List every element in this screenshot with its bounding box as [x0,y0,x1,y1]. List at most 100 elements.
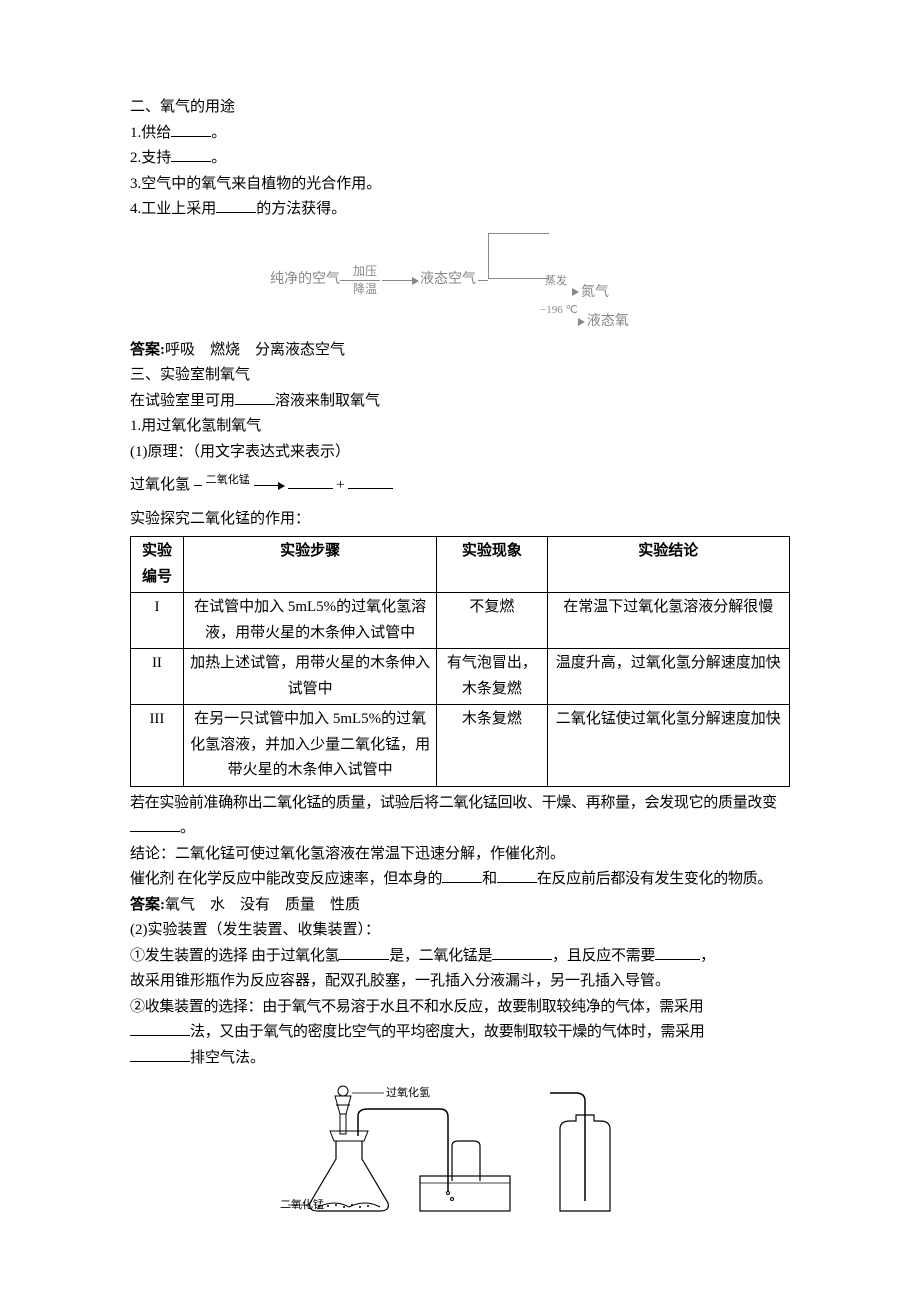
answers3-text: 氧气 水 没有 质量 性质 [165,897,360,913]
cell-id: I [131,593,184,649]
sec2-item4-suf: 的方法获得。 [256,201,346,217]
blank [288,473,333,489]
label-mno2: 二氧化锰 [280,1197,324,1211]
device-line2c: 排空气法。 [130,1046,790,1072]
eq-over: 二氧化锰 [202,471,254,490]
answers2: 答案:呼吸 燃烧 分离液态空气 [130,338,790,364]
cell-steps: 在另一只试管中加入 5mL5%的过氧化氢溶液，并加入少量二氧化锰，用带火星的木条… [183,705,436,787]
sec3-intro-suf: 溶液来制取氧气 [275,393,380,409]
blank [339,944,389,960]
cell-phenomenon: 不复燃 [437,593,547,649]
sec2-item1: 1.供给 。 [130,121,790,147]
section2-title: 二、氧气的用途 [130,95,790,121]
blank [130,1020,190,1036]
mass-question: 若在实验前准确称出二氧化锰的质量，试验后将二氧化锰回收、干燥、再称量，会发现它的… [130,791,790,842]
sec2-item2: 2.支持 。 [130,146,790,172]
d1-left: 纯净的空气 [270,270,340,290]
mass-suf: 。 [180,820,195,836]
answers2-label: 答案: [130,342,165,358]
device-line2a: ②收集装置的选择：由于氧气不易溶于水且不和水反应，故要制取较纯净的气体，需采用 [130,995,790,1021]
device-title: (2)实验装置（发生装置、收集装置）： [130,918,790,944]
exp-intro: 实验探究二氧化锰的作用： [130,507,790,533]
apparatus-diagram: 过氧化氢 二氧化锰 [280,1081,640,1231]
blank [497,867,537,883]
catalyst-def: 催化剂 在化学反应中能改变反应速率，但本身的 和 在反应前后都没有发生变化的物质。 [130,867,790,893]
blank [442,867,482,883]
blank [130,1046,190,1062]
d1-cond-top: 加压 [350,263,380,281]
arrow-right-icon [254,485,284,486]
table-row: III 在另一只试管中加入 5mL5%的过氧化氢溶液，并加入少量二氧化锰，用带火… [131,705,790,787]
eq-reactant: 过氧化氢 [130,477,190,493]
mass-pre: 若在实验前准确称出二氧化锰的质量，试验后将二氧化锰回收、干燥、再称量，会发现它的… [130,795,777,811]
cat-suf: 在反应前后都没有发生变化的物质。 [537,871,772,887]
blank [655,944,700,960]
device-line2b: 法，又由于氧气的密度比空气的平均密度大，故要制取较干燥的气体时，需采用 [130,1020,790,1046]
device-line1b: 故采用锥形瓶作为反应容器，配双孔胶塞，一孔插入分液漏斗，另一孔插入导管。 [130,969,790,995]
d1-cond: 加压 降温 [350,263,380,298]
air-separation-diagram: 纯净的空气 加压 降温 液态空气 蒸发 [270,229,790,332]
sec2-item4-pre: 4.工业上采用 [130,201,216,217]
blank [492,944,552,960]
sec2-item1-suf: 。 [211,125,226,141]
th-id: 实验编号 [131,537,184,593]
sec2-item3: 3.空气中的氧气来自植物的光合作用。 [130,172,790,198]
dev2-suf: 排空气法。 [190,1050,265,1066]
cell-conclusion: 二氧化锰使过氧化氢分解速度加快 [547,705,789,787]
dev1-suf: ， [700,948,715,964]
blank [171,121,211,137]
cell-phenomenon: 木条复燃 [437,705,547,787]
dev2-mid: 法，又由于氧气的密度比空气的平均密度大，故要制取较干燥的气体时，需采用 [190,1024,705,1040]
d1-topout: 氮气 [581,283,609,303]
sec2-item2-pre: 2.支持 [130,150,171,166]
th-conclusion: 实验结论 [547,537,789,593]
cell-conclusion: 温度升高，过氧化氢分解速度加快 [547,649,789,705]
arrow-right-icon [578,318,585,326]
table-row: I 在试管中加入 5mL5%的过氧化氢溶液，用带火星的木条伸入试管中 不复燃 在… [131,593,790,649]
cat-mid: 和 [482,871,497,887]
dev1-m2: ，且反应不需要 [552,948,655,964]
sec3-intro-pre: 在试验室里可用 [130,393,235,409]
blank [235,389,275,405]
d1-mid: 液态空气 [420,270,476,290]
th-phenomenon: 实验现象 [437,537,547,593]
blank [216,197,256,213]
sec3-principle: (1)原理：（用文字表达式来表示） [130,440,790,466]
conclusion-line: 结论：二氧化锰可使过氧化氢溶液在常温下迅速分解，作催化剂。 [130,842,790,868]
cell-steps: 在试管中加入 5mL5%的过氧化氢溶液，用带火星的木条伸入试管中 [183,593,436,649]
label-funnel: 过氧化氢 [386,1085,430,1099]
cell-id: III [131,705,184,787]
sec2-item2-suf: 。 [211,150,226,166]
dev1-m1: 是，二氧化锰是 [389,948,492,964]
d1-cond-bot: 降温 [350,281,380,298]
d1-botcond: −196 ℃ [540,303,578,318]
arrow-right-icon [382,280,418,281]
dev2-pre: ②收集装置的选择：由于氧气不易溶于水且不和水反应，故要制取较纯净的气体，需采用 [130,999,703,1015]
answers3: 答案:氧气 水 没有 质量 性质 [130,893,790,919]
sec2-item1-pre: 1.供给 [130,125,171,141]
page: 二、氧气的用途 1.供给。 2.支持。 3.空气中的氧气来自植物的光合作用。 4… [0,0,920,1302]
d1-botout: 液态氧 [587,312,629,332]
th-steps: 实验步骤 [183,537,436,593]
answers2-text: 呼吸 燃烧 分离液态空气 [165,342,345,358]
cat-pre: 催化剂 在化学反应中能改变反应速率，但本身的 [130,871,442,887]
sec2-item4: 4.工业上采用 的方法获得。 [130,197,790,223]
answers3-label: 答案: [130,897,165,913]
blank [348,473,393,489]
cell-id: II [131,649,184,705]
word-equation: 过氧化氢 二氧化锰 + [130,473,790,499]
device-line1: ①发生装置的选择 由于过氧化氢 是，二氧化锰是 ，且反应不需要 ， [130,944,790,970]
dev1-pre: ①发生装置的选择 由于过氧化氢 [130,948,339,964]
arrow-right-icon [572,288,579,296]
table-header-row: 实验编号 实验步骤 实验现象 实验结论 [131,537,790,593]
sec3-intro: 在试验室里可用 溶液来制取氧气 [130,389,790,415]
sec3-sub1: 1.用过氧化氢制氧气 [130,414,790,440]
cell-conclusion: 在常温下过氧化氢溶液分解很慢 [547,593,789,649]
cell-steps: 加热上述试管，用带火星的木条伸入试管中 [183,649,436,705]
blank [171,146,211,162]
cell-phenomenon: 有气泡冒出，木条复燃 [437,649,547,705]
branch-icon [488,229,500,283]
table-row: II 加热上述试管，用带火星的木条伸入试管中 有气泡冒出，木条复燃 温度升高，过… [131,649,790,705]
section3-title: 三、实验室制氧气 [130,363,790,389]
experiment-table: 实验编号 实验步骤 实验现象 实验结论 I 在试管中加入 5mL5%的过氧化氢溶… [130,536,790,787]
